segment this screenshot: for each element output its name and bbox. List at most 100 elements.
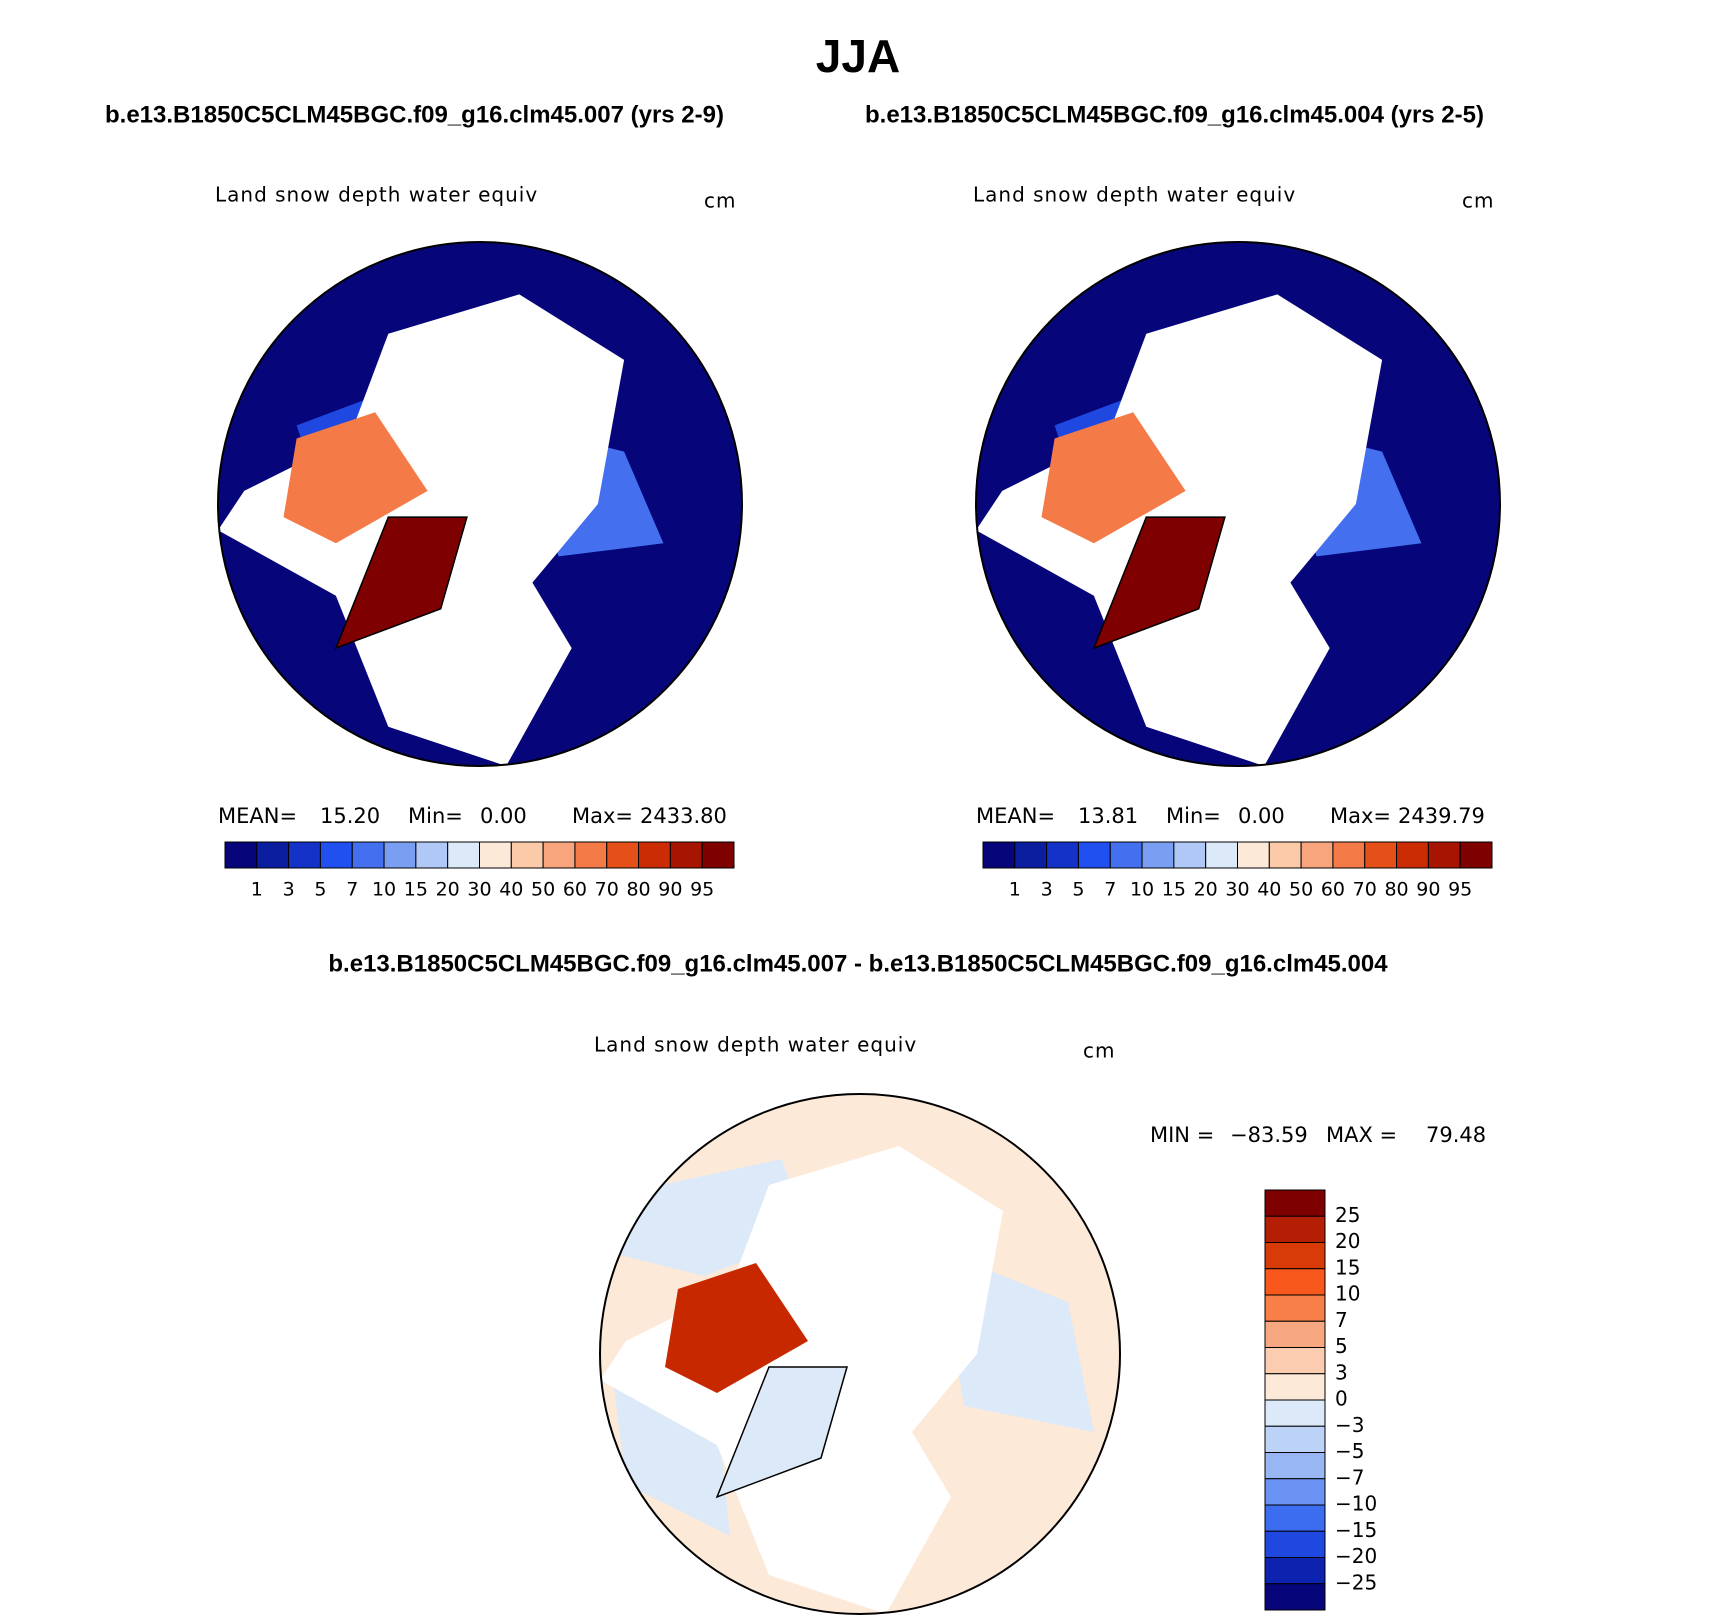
colorbar-label: 80	[1384, 879, 1408, 901]
colorbar-label: 20	[436, 879, 460, 901]
colorbar-box	[1264, 1452, 1326, 1480]
colorbar-label: −10	[1335, 1492, 1377, 1516]
colorbar-label: 90	[658, 879, 682, 901]
colorbar-label: 7	[346, 879, 358, 901]
colorbar-label: 20	[1335, 1229, 1360, 1253]
colorbar-label: 5	[1335, 1334, 1348, 1358]
colorbar-box	[1173, 841, 1207, 869]
map-border	[599, 1093, 1121, 1615]
colorbar-label: 7	[1104, 879, 1116, 901]
colorbar-box	[982, 841, 1016, 869]
greenland	[334, 516, 468, 650]
colorbar-label: 1	[1009, 879, 1021, 901]
stat-text: MEAN=	[976, 804, 1055, 828]
colorbar-box	[542, 841, 576, 869]
colorbar-box	[1264, 1425, 1326, 1453]
snow-hotspot	[283, 412, 428, 544]
colorbar-label: −7	[1335, 1465, 1364, 1489]
colorbar-box	[1264, 1189, 1326, 1217]
colorbar-box	[1264, 1242, 1326, 1270]
colorbar-box	[288, 841, 321, 869]
colorbar-box	[1141, 841, 1175, 869]
stat-text: MAX =	[1326, 1123, 1397, 1147]
colorbar-label: 60	[563, 879, 587, 901]
colorbar-label: 70	[595, 879, 619, 901]
colorbar-label: 90	[1416, 879, 1440, 901]
colorbar-box	[1109, 841, 1143, 869]
stat-text: MEAN=	[218, 804, 297, 828]
colorbar-label: 0	[1335, 1387, 1348, 1411]
colorbar-box	[1427, 841, 1461, 869]
colorbar-box	[701, 841, 735, 869]
colorbar-label: 40	[499, 879, 523, 901]
colorbar-box	[479, 841, 512, 869]
colorbar-box	[1364, 841, 1398, 869]
colorbar-box	[510, 841, 544, 869]
case-label: b.e13.B1850C5CLM45BGC.f09_g16.clm45.007 …	[328, 950, 1388, 977]
colorbar-box	[1264, 1583, 1326, 1611]
colorbar-label: −3	[1335, 1413, 1364, 1437]
colorbar-box	[1014, 841, 1048, 869]
stat-text: 13.81	[1078, 804, 1138, 828]
colorbar-box	[319, 841, 353, 869]
colorbar-label: 10	[1130, 879, 1154, 901]
colorbar-label: 10	[1335, 1282, 1360, 1306]
polar-map	[600, 1094, 1120, 1614]
colorbar-box	[383, 841, 417, 869]
stat-text: MIN =	[1150, 1123, 1214, 1147]
colorbar-label: 80	[626, 879, 650, 901]
stat-text: 0.00	[1238, 804, 1285, 828]
colorbar-box	[1459, 841, 1493, 869]
variable-title: Land snow depth water equiv	[594, 1033, 917, 1057]
stat-text: 2433.80	[640, 804, 727, 828]
map-border	[217, 241, 743, 767]
variable-title: Land snow depth water equiv	[973, 183, 1296, 207]
colorbar-box	[224, 841, 258, 869]
colorbar-box	[1077, 841, 1111, 869]
stat-text: Max=	[1330, 804, 1391, 828]
snow-hotspot	[1041, 412, 1186, 544]
units: cm	[1462, 189, 1494, 213]
colorbar-box	[1264, 1268, 1326, 1296]
colorbar-label: −25	[1335, 1570, 1377, 1594]
colorbar-box	[1300, 841, 1334, 869]
colorbar-box	[638, 841, 671, 869]
colorbar-box	[415, 841, 449, 869]
stat-text: 79.48	[1426, 1123, 1486, 1147]
colorbar-box	[1264, 1320, 1326, 1348]
units: cm	[704, 189, 736, 213]
colorbar-label: 15	[1335, 1255, 1360, 1279]
colorbar-label: 50	[531, 879, 555, 901]
stat-text: −83.59	[1230, 1123, 1308, 1147]
colorbar-box	[669, 841, 703, 869]
colorbar-label: 95	[1448, 879, 1472, 901]
colorbar-box	[351, 841, 385, 869]
colorbar-label: 95	[690, 879, 714, 901]
colorbar-box	[1264, 1399, 1326, 1427]
colorbar-label: −15	[1335, 1518, 1377, 1542]
colorbar-label: 5	[314, 879, 326, 901]
colorbar-label: −5	[1335, 1439, 1364, 1463]
colorbar-box	[256, 841, 290, 869]
colorbar-box	[1264, 1373, 1326, 1401]
colorbar-label: 7	[1335, 1308, 1348, 1332]
colorbar-label: 10	[372, 879, 396, 901]
colorbar-box	[1264, 1347, 1326, 1375]
colorbar-box	[1264, 1557, 1326, 1585]
colorbar-box	[574, 841, 608, 869]
stat-text: Min=	[1166, 804, 1221, 828]
greenland	[1092, 516, 1226, 650]
colorbar-label: 20	[1194, 879, 1218, 901]
case-label: b.e13.B1850C5CLM45BGC.f09_g16.clm45.007 …	[105, 101, 724, 128]
colorbar-box	[1264, 1530, 1326, 1558]
colorbar-label: 40	[1257, 879, 1281, 901]
map-border	[975, 241, 1501, 767]
colorbar-label: 15	[404, 879, 428, 901]
colorbar-box	[1264, 1504, 1326, 1532]
colorbar-label: −20	[1335, 1544, 1377, 1568]
colorbar-box	[1237, 841, 1270, 869]
colorbar-label: 3	[283, 879, 295, 901]
stat-text: 15.20	[320, 804, 380, 828]
colorbar-label: 3	[1041, 879, 1053, 901]
